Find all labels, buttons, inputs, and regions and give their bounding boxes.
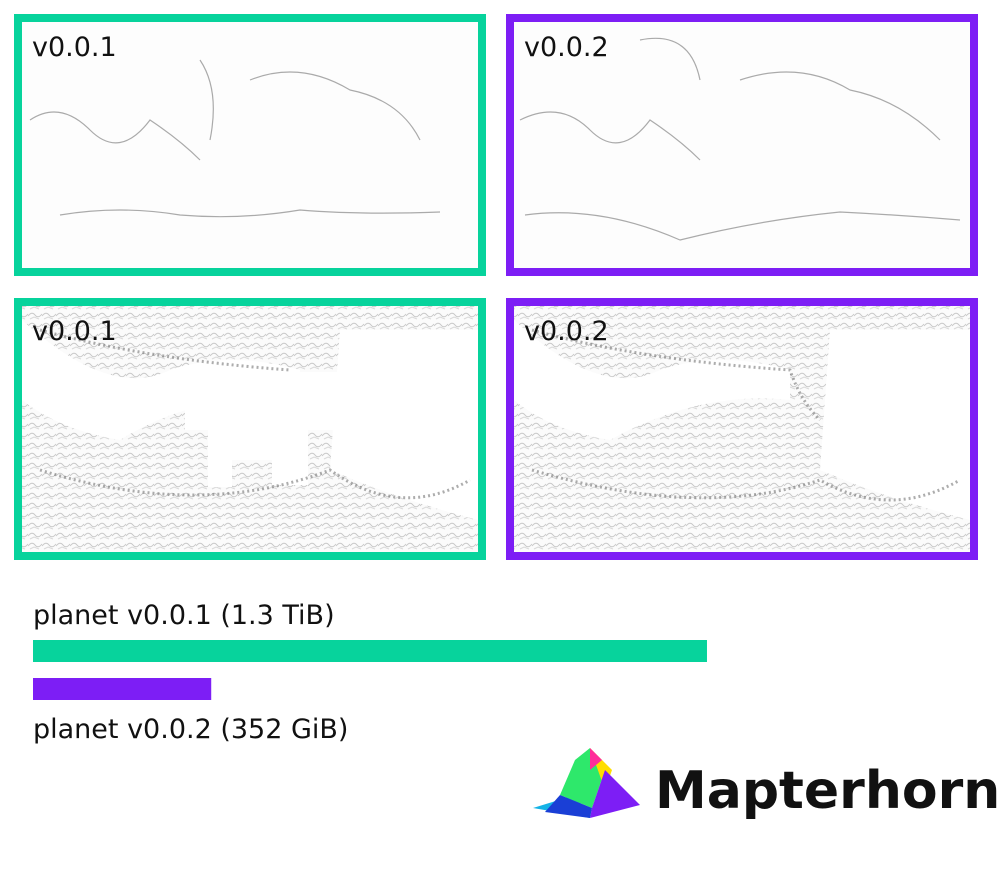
panel-label: v0.0.2 bbox=[524, 32, 609, 63]
size-bar bbox=[33, 640, 707, 662]
panel-label: v0.0.2 bbox=[524, 316, 609, 347]
region-map bbox=[22, 306, 970, 552]
bar-label: planet v0.0.1 (1.3 TiB) bbox=[33, 600, 335, 631]
bar-label: planet v0.0.2 (352 GiB) bbox=[33, 714, 348, 745]
logo-text: Mapterhorn bbox=[655, 761, 1000, 821]
size-bar bbox=[33, 678, 212, 700]
panel-label: v0.0.1 bbox=[32, 316, 117, 347]
map-panel bbox=[14, 14, 486, 276]
world-map bbox=[29, 37, 961, 241]
map-panel bbox=[506, 14, 978, 276]
logo-mark bbox=[533, 748, 640, 818]
panel-label: v0.0.1 bbox=[32, 32, 117, 63]
